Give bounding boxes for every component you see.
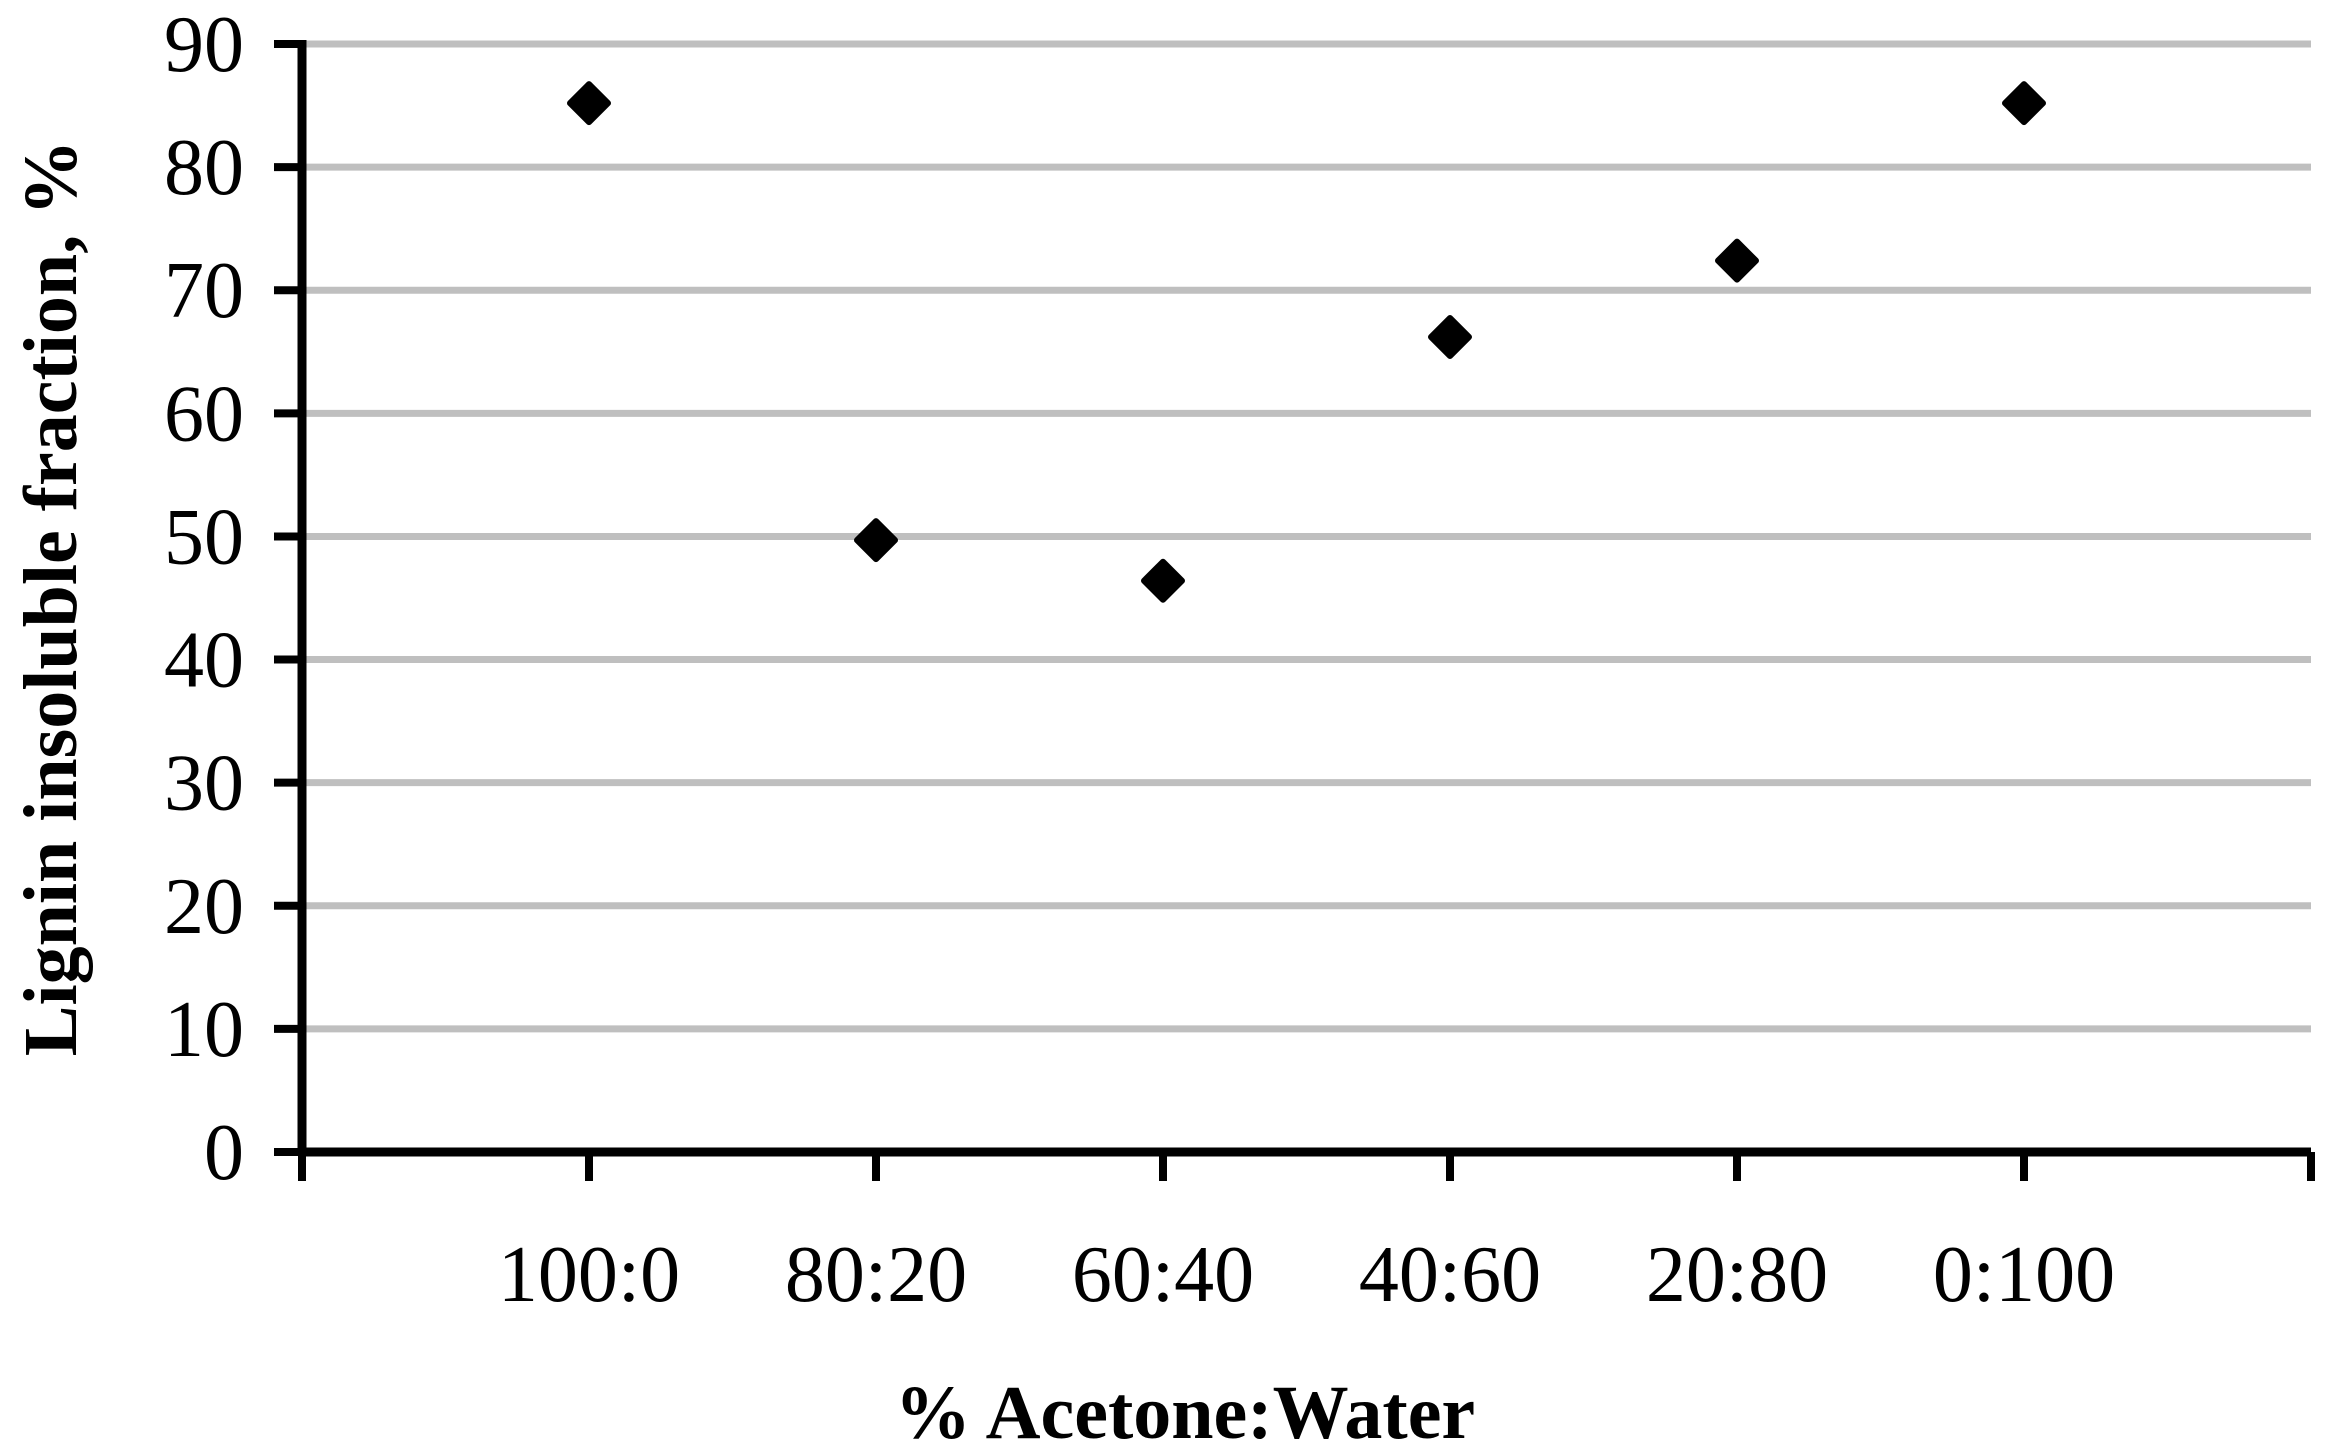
x-tick-label: 20:80	[1646, 1231, 1828, 1319]
data-point-marker	[1141, 558, 1185, 603]
y-tick-label: 30	[164, 740, 244, 828]
y-axis-title: Lignin insoluble fraction, %	[9, 140, 93, 1056]
data-point-marker	[1715, 238, 1759, 283]
x-tick-label: 40:60	[1359, 1231, 1541, 1319]
y-tick-label: 0	[204, 1109, 244, 1197]
data-point-marker	[2002, 81, 2046, 126]
data-point-marker	[854, 518, 898, 563]
y-tick-label: 90	[164, 1, 244, 89]
y-tick-label: 70	[164, 247, 244, 335]
y-tick-label: 10	[164, 986, 244, 1074]
x-tick-label: 0:100	[1933, 1231, 2115, 1319]
x-axis-title: % Acetone:Water	[895, 1371, 1475, 1455]
x-tick-label: 100:0	[498, 1231, 680, 1319]
tick-labels: 0 10 20 30 40 50 60 70 80 90 100:0 80:20 60:40 40:60 2…	[164, 1, 2115, 1319]
data-point-marker	[567, 81, 611, 126]
data-points	[567, 81, 2046, 603]
y-tick-label: 80	[164, 124, 244, 212]
x-tick-label: 80:20	[785, 1231, 967, 1319]
y-tick-label: 20	[164, 863, 244, 951]
data-point-marker	[1428, 315, 1472, 360]
axis-lines	[297, 40, 2311, 1157]
axis-ticks	[274, 40, 2315, 1181]
y-tick-label: 50	[164, 493, 244, 581]
gridlines	[306, 40, 2311, 1033]
y-tick-label: 40	[164, 617, 244, 705]
x-tick-label: 60:40	[1072, 1231, 1254, 1319]
y-tick-label: 60	[164, 370, 244, 458]
